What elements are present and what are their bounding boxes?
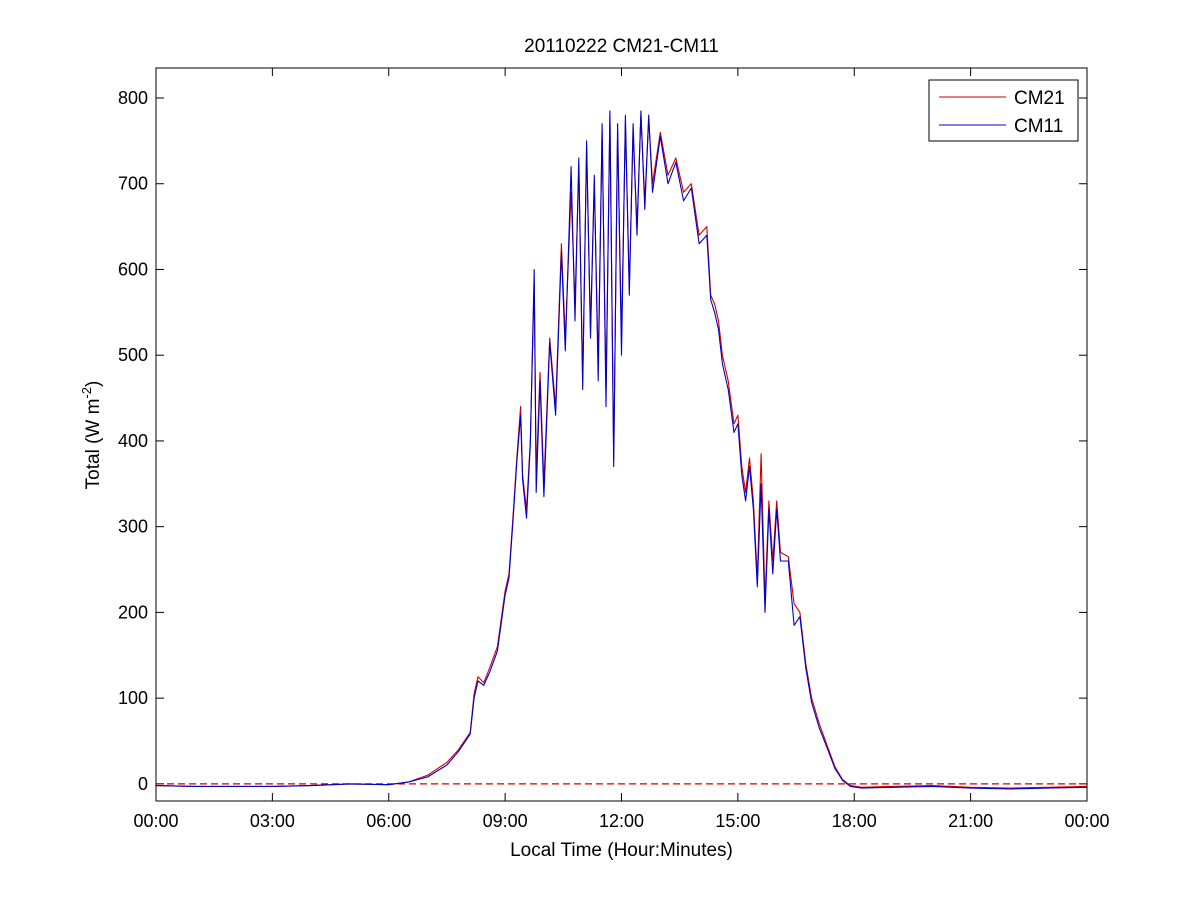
legend-label-cm11: CM11 [1014, 116, 1063, 137]
y-tick-label: 500 [118, 345, 148, 365]
y-tick-label: 0 [138, 774, 148, 794]
x-tick-label: 12:00 [599, 811, 644, 831]
x-tick-label: 06:00 [366, 811, 411, 831]
y-tick-label: 200 [118, 602, 148, 622]
y-tick-label: 400 [118, 431, 148, 451]
plot-frame [155, 67, 1088, 802]
x-tick-label: 03:00 [250, 811, 295, 831]
y-tick-label: 600 [118, 259, 148, 279]
legend-label-cm21: CM21 [1014, 88, 1065, 109]
y-tick-label: 100 [118, 688, 148, 708]
x-axis-ticks: 00:00 03:00 06:00 09:00 12:00 15:00 18:00 21:00… [133, 68, 1110, 831]
y-axis-label: Total (W m-2) [79, 381, 104, 490]
y-tick-label: 300 [118, 517, 148, 537]
x-tick-label: 00:00 [133, 811, 178, 831]
x-tick-label: 18:00 [832, 811, 877, 831]
legend-box [928, 79, 1079, 142]
y-axis-ticks: 0 100 200 300 400 500 600 700 800 [118, 88, 1087, 794]
y-tick-label: 700 [118, 174, 148, 194]
x-tick-label: 00:00 [1064, 811, 1109, 831]
x-tick-label: 15:00 [715, 811, 760, 831]
series-line-cm11 [155, 110, 1088, 790]
x-tick-label: 09:00 [483, 811, 528, 831]
y-axis-label-text: Total (W m [83, 399, 104, 490]
y-axis-label-exponent: -2 [79, 387, 94, 399]
y-axis-label-close: ) [83, 381, 104, 387]
y-tick-label: 800 [118, 88, 148, 108]
series-group [155, 110, 1088, 790]
plot-area [156, 68, 1087, 801]
legend: CM21 CM11 [928, 79, 1079, 142]
x-axis-label: Local Time (Hour:Minutes) [510, 840, 733, 861]
x-tick-label: 21:00 [948, 811, 993, 831]
chart-title: 20110222 CM21-CM11 [524, 36, 719, 57]
